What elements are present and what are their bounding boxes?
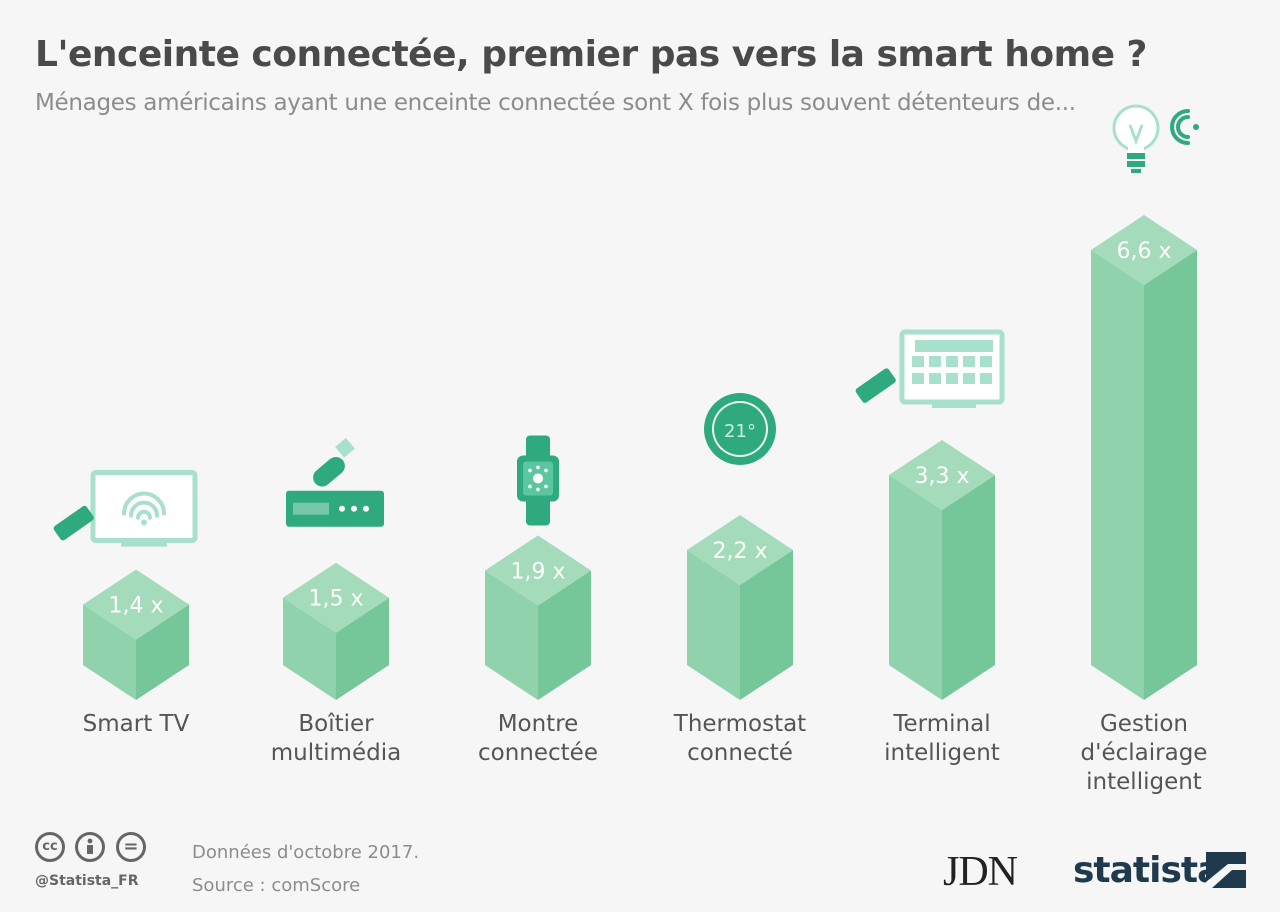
- bar-chart: 1,4 x 1,5 x 1,9 x 2,2 x 21° 3,3 x 6,6 x: [53, 104, 1199, 700]
- bar-face-top: [485, 535, 591, 606]
- smart-tv-icon: [53, 470, 198, 547]
- bar-face-top: [1091, 215, 1197, 285]
- category-label: Terminal intelligent: [847, 710, 1037, 768]
- media-box-icon: [286, 437, 384, 527]
- category-label-line: Thermostat: [673, 711, 807, 737]
- bar-face-right: [538, 570, 591, 700]
- statista-handle: @Statista_FR: [35, 873, 139, 889]
- bar-face-left: [687, 550, 740, 700]
- license-icons: cc =: [35, 832, 152, 862]
- category-label: Thermostat connecté: [645, 710, 835, 768]
- bar-face-right: [942, 475, 995, 700]
- bar-face-right: [740, 550, 793, 700]
- bar-face-left: [485, 570, 538, 700]
- smart-bulb-icon: [1112, 104, 1199, 173]
- category-label: Boîtier multimédia: [241, 710, 431, 768]
- bar: 2,2 x: [687, 515, 793, 700]
- bar: 3,3 x: [889, 440, 995, 700]
- category-label-line: connectée: [478, 740, 598, 766]
- bar-face-top: [889, 440, 995, 510]
- value-label: 1,4 x: [109, 594, 164, 619]
- smartwatch-icon: [517, 435, 559, 526]
- category-label-line: Montre: [497, 711, 579, 737]
- category-label: Smart TV: [41, 710, 231, 739]
- category-label: Gestion d'éclairage intelligent: [1049, 710, 1239, 797]
- bar-face-left: [1091, 250, 1144, 700]
- attribution-icon: [75, 832, 106, 862]
- statista-logo-text: statista: [1073, 850, 1221, 891]
- category-label-line: multimédia: [270, 740, 402, 766]
- smart-terminal-icon: [855, 329, 1005, 408]
- value-label: 1,9 x: [511, 559, 566, 584]
- bar-face-top: [83, 569, 189, 640]
- category-label-line: Gestion: [1099, 711, 1188, 737]
- category-label-line: Boîtier: [298, 711, 374, 737]
- bar: 1,9 x: [485, 535, 591, 700]
- creative-commons-icon: cc: [35, 832, 65, 862]
- thermostat-reading: 21°: [724, 421, 756, 442]
- bar-face-right: [1144, 250, 1197, 700]
- category-label-line: intelligent: [884, 740, 1000, 766]
- bar-face-left: [83, 604, 136, 700]
- value-label: 6,6 x: [1117, 239, 1172, 264]
- thermostat-icon: 21°: [704, 393, 776, 465]
- category-label-line: intelligent: [1086, 769, 1202, 795]
- no-derivatives-icon: =: [115, 832, 146, 862]
- value-label: 3,3 x: [915, 464, 970, 489]
- category-label-line: Terminal: [893, 711, 991, 737]
- bar: 1,4 x: [83, 569, 189, 700]
- category-label: Montre connectée: [443, 710, 633, 768]
- bar-face-right: [136, 604, 189, 700]
- statista-logo-icon: [1206, 852, 1246, 888]
- value-label: 2,2 x: [713, 539, 768, 564]
- value-label: 1,5 x: [309, 587, 364, 612]
- bar-face-top: [283, 562, 389, 633]
- bar-face-left: [889, 475, 942, 700]
- footer-notes: Données d'octobre 2017. Source : comScor…: [192, 836, 419, 902]
- bar-face-right: [336, 597, 389, 700]
- category-label-line: d'éclairage: [1080, 740, 1208, 766]
- bar: 6,6 x: [1091, 215, 1197, 700]
- bar-face-top: [687, 515, 793, 585]
- bar-face-left: [283, 597, 336, 700]
- source-note: Source : comScore: [192, 875, 361, 896]
- category-label-line: connecté: [687, 740, 793, 766]
- chart-title: L'enceinte connectée, premier pas vers l…: [35, 34, 1147, 75]
- chart-subtitle: Ménages américains ayant une enceinte co…: [35, 90, 1076, 116]
- category-label-line: Smart TV: [82, 711, 190, 737]
- jdn-logo: JDN: [943, 849, 1018, 895]
- date-note: Données d'octobre 2017.: [192, 842, 420, 863]
- bar: 1,5 x: [283, 562, 389, 700]
